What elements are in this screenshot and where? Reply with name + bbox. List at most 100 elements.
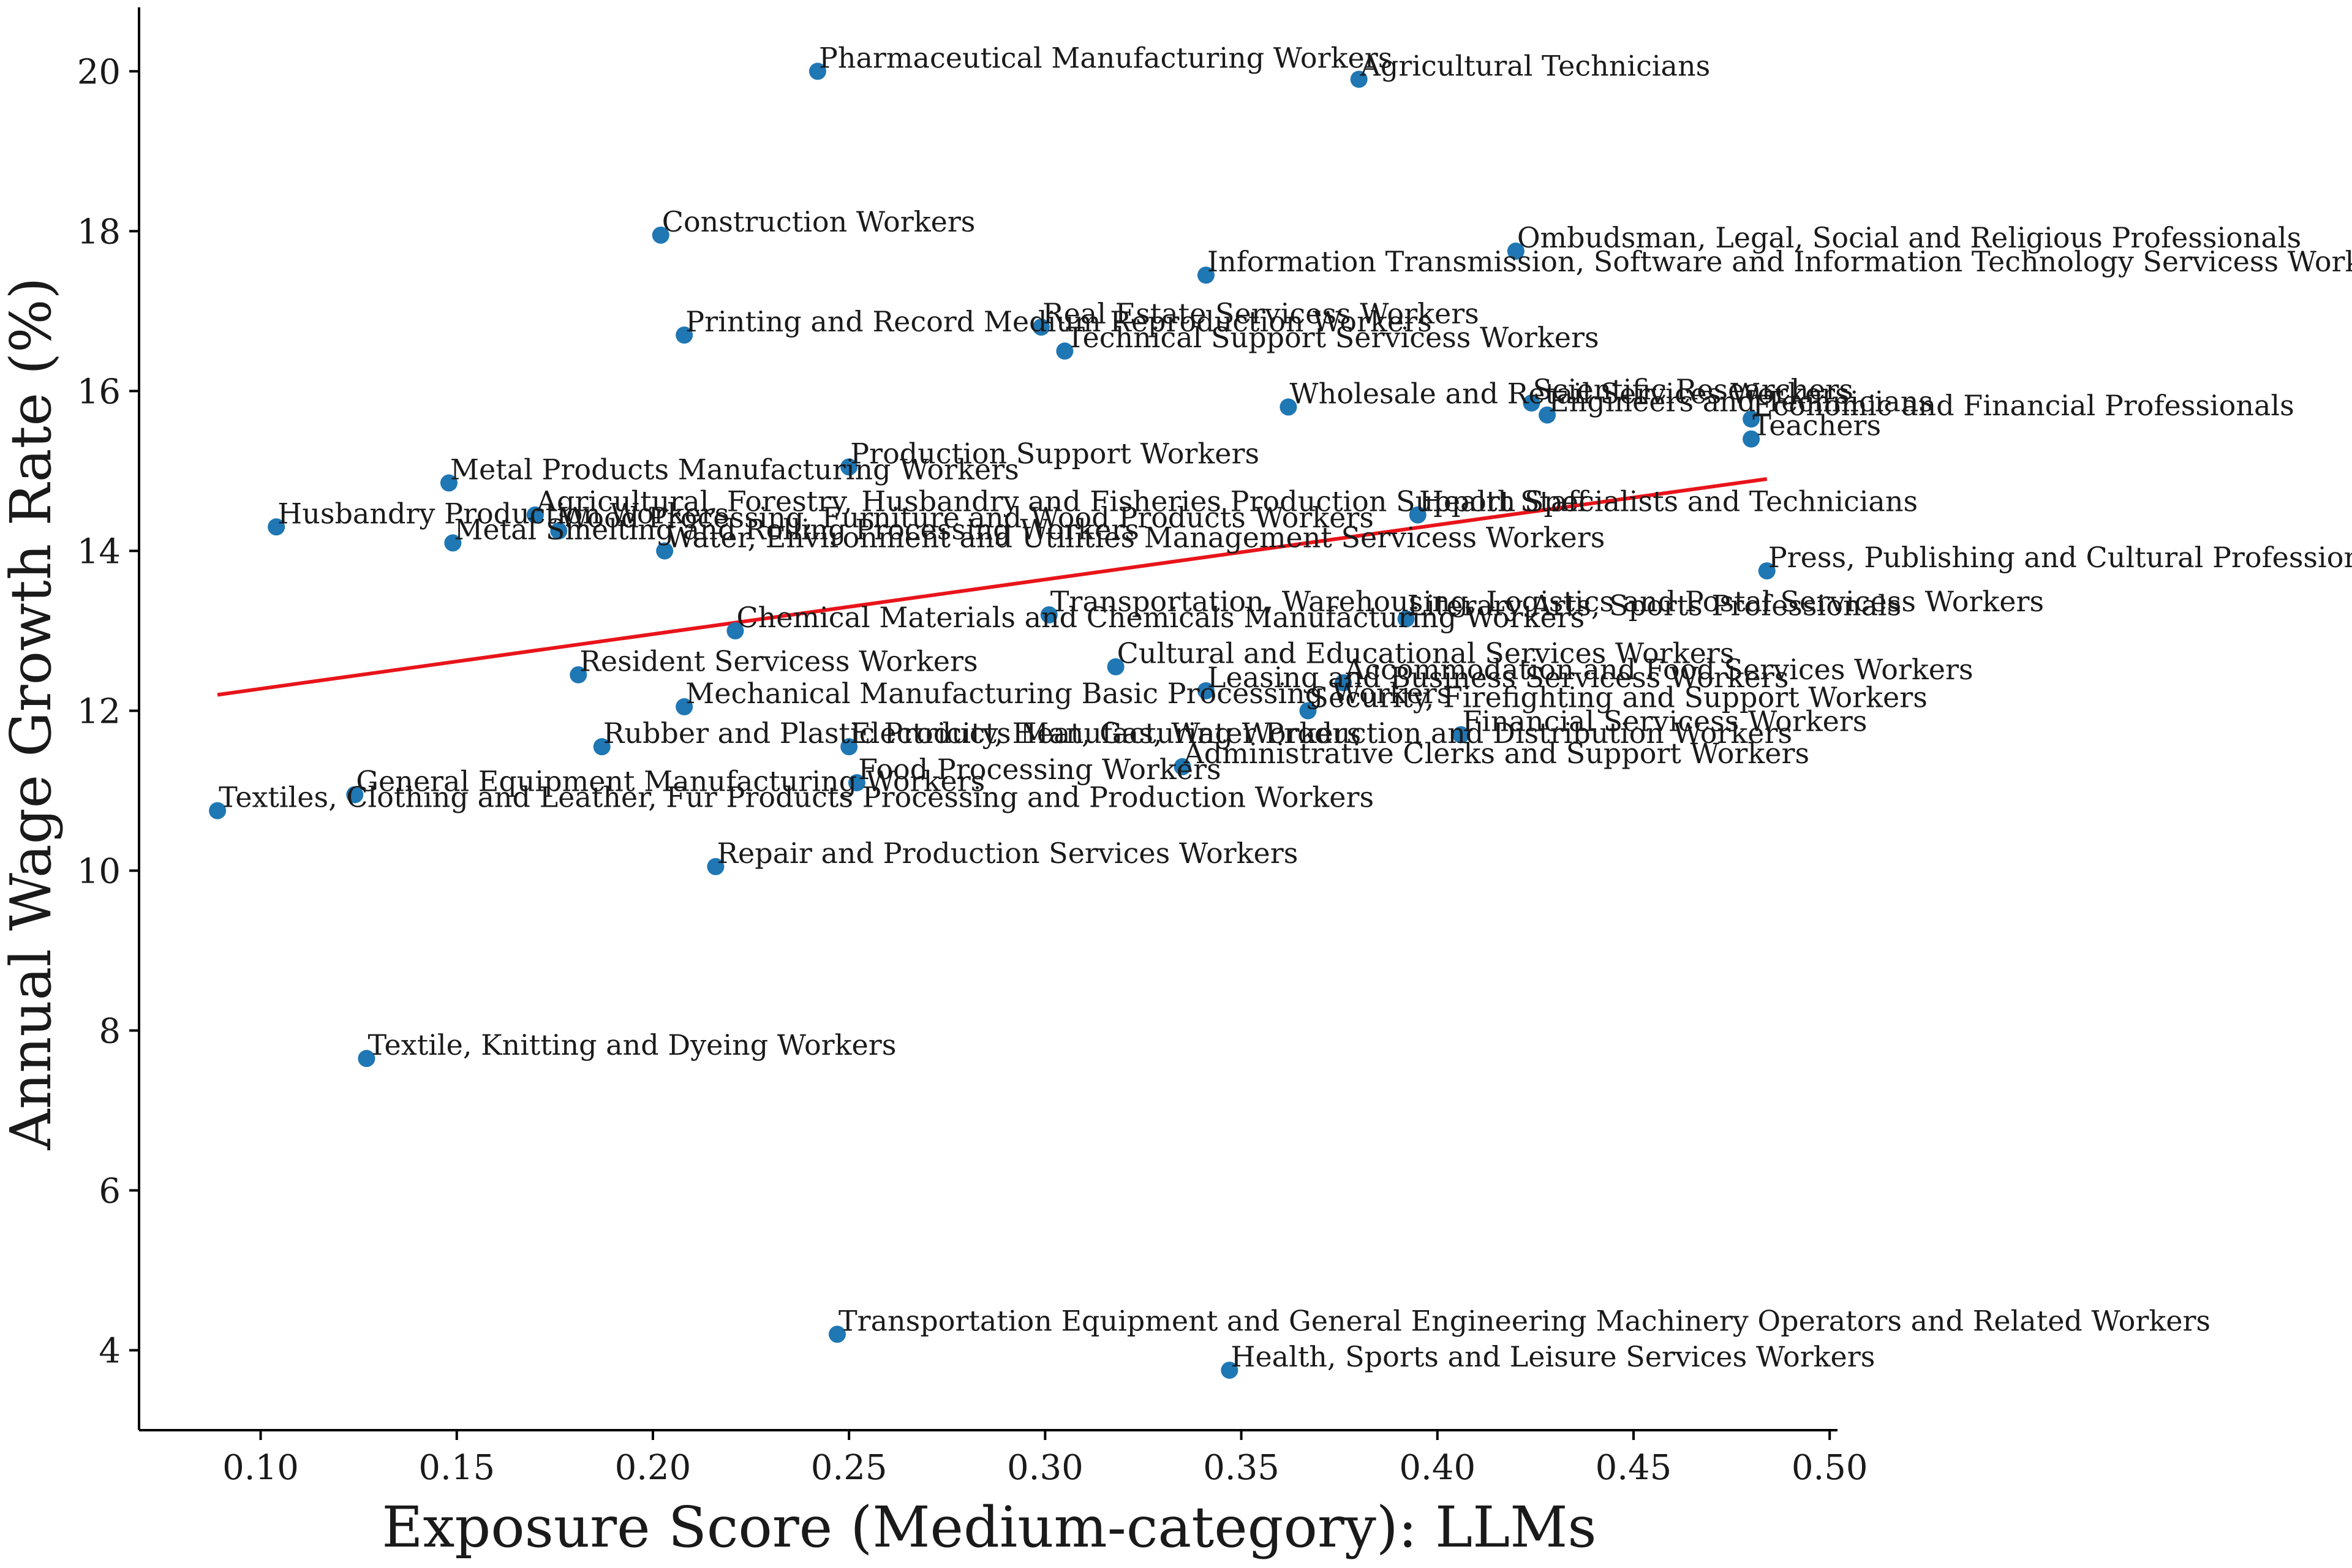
y-tick-label: 8	[99, 1011, 121, 1051]
data-point	[1523, 394, 1540, 412]
data-point	[726, 622, 744, 639]
data-point-label: Cultural and Educational Services Worker…	[1117, 637, 1735, 670]
data-point-label: Transportation Equipment and General Eng…	[839, 1304, 2211, 1337]
data-point-label: Scientific Researchers	[1532, 373, 1853, 406]
data-point-label: Security, Firefighting and Support Worke…	[1309, 680, 1927, 714]
data-point	[1040, 606, 1058, 624]
data-point	[676, 698, 693, 715]
y-tick-label: 4	[99, 1331, 121, 1371]
data-point-label: Chemical Materials and Chemicals Manufac…	[736, 601, 1585, 634]
point-labels-layer: Pharmaceutical Manufacturing WorkersAgri…	[219, 41, 2352, 1373]
data-point-label: Repair and Production Services Workers	[717, 837, 1298, 870]
data-point	[809, 62, 826, 80]
data-point-label: Health Specialists and Technicians	[1419, 485, 1918, 518]
data-point	[440, 474, 458, 492]
data-point-label: Financial Servicess Workers	[1462, 705, 1867, 738]
x-tick-label: 0.45	[1596, 1448, 1672, 1488]
data-point	[526, 506, 544, 524]
data-point	[1743, 430, 1760, 448]
data-point-label: Economic and Financial Professionals	[1752, 389, 2294, 422]
data-point	[1507, 243, 1525, 260]
data-point-label: Water, Environment and Utilities Managem…	[666, 521, 1605, 554]
data-point-label: Production Support Workers	[850, 437, 1259, 470]
y-tick-label: 16	[77, 372, 121, 412]
data-point-label: Ombudsman, Legal, Social and Religious P…	[1517, 221, 2301, 254]
trend-layer	[217, 477, 1768, 697]
data-point-label: Printing and Record Medium Reproduction …	[685, 305, 1432, 338]
data-point-label: Administrative Clerks and Support Worker…	[1183, 737, 1810, 770]
data-point	[1539, 406, 1556, 424]
data-point-label: Husbandry Production Workers	[277, 497, 729, 530]
data-point	[1335, 674, 1352, 692]
data-point-label: Textiles, Clothing and Leather, Fur Prod…	[219, 781, 1374, 814]
data-point	[1197, 266, 1215, 284]
data-point-label: Agricultural, Forestry, Husbandry and Fi…	[536, 485, 1590, 518]
data-point-label: Technical Support Servicess Workers	[1066, 321, 1599, 354]
y-tick-label: 12	[77, 692, 121, 731]
data-point-label: Accommodation and Food Services Workers	[1344, 653, 1973, 686]
data-point	[209, 802, 227, 820]
data-point	[1174, 758, 1191, 775]
data-point	[1452, 726, 1470, 744]
data-point-label: Real Estate Servicess Workers	[1042, 297, 1479, 330]
data-point	[840, 458, 858, 476]
data-point-label: Press, Publishing and Cultural Professio…	[1768, 541, 2352, 574]
x-tick-label: 0.50	[1792, 1448, 1868, 1488]
x-tick-label: 0.40	[1399, 1448, 1476, 1488]
data-point	[1743, 410, 1760, 428]
data-point-label: Metal Smelting and Rolling Processing Wo…	[454, 513, 1139, 546]
data-point	[1758, 562, 1776, 580]
x-tick-label: 0.20	[615, 1448, 692, 1488]
x-tick-label: 0.35	[1203, 1448, 1280, 1488]
data-point-label: Rubber and Plastic Products Manufacturin…	[603, 717, 1362, 750]
data-point	[1221, 1362, 1238, 1379]
data-point	[346, 786, 364, 804]
data-point-label: Leasing and Business Servicess Workers	[1207, 661, 1789, 694]
data-point	[444, 534, 462, 552]
y-tick-label: 14	[77, 532, 121, 571]
data-point	[828, 1325, 846, 1343]
trend-line	[217, 477, 1768, 697]
data-point	[1032, 318, 1050, 336]
data-point-label: Teachers	[1752, 409, 1881, 442]
data-point	[358, 1050, 375, 1068]
data-point	[1299, 702, 1317, 720]
data-point	[570, 666, 587, 684]
x-ticks: 0.10 0.15 0.20 0.25 0.30 0.35 0.40 0.45 0.50	[222, 1430, 1868, 1488]
data-point	[1056, 342, 1074, 360]
data-point	[268, 518, 285, 536]
y-tick-label: 18	[77, 212, 121, 252]
data-point	[840, 738, 858, 756]
y-tick-label: 10	[77, 851, 121, 891]
data-point-label: Metal Products Manufacturing Workers	[450, 453, 1019, 486]
data-point-label: Food Processing Workers	[858, 753, 1221, 786]
data-point	[550, 522, 568, 540]
data-point	[1107, 658, 1125, 676]
y-tick-label: 20	[77, 52, 121, 92]
x-tick-label: 0.30	[1007, 1448, 1084, 1488]
data-point	[1350, 70, 1368, 88]
data-point	[707, 858, 725, 875]
data-point-label: Mechanical Manufacturing Basic Processin…	[685, 677, 1451, 710]
x-tick-label: 0.15	[418, 1448, 495, 1488]
data-point	[652, 226, 669, 244]
y-tick-label: 6	[99, 1171, 121, 1211]
x-tick-label: 0.25	[811, 1448, 888, 1488]
points-layer	[209, 62, 1776, 1379]
y-axis-title: Annual Wage Growth Rate (%)	[0, 277, 64, 1151]
data-point-label: General Equipment Manufacturing Workers	[356, 764, 985, 797]
data-point	[656, 542, 674, 560]
data-point	[1409, 506, 1427, 524]
data-point-label: Transportation, Warehousing, Logistics a…	[1050, 585, 2044, 618]
data-point-label: Engineers and Technicians	[1548, 385, 1933, 418]
data-point-label: Literary Arts, Sports Professionals	[1408, 589, 1902, 622]
data-point	[1197, 682, 1215, 699]
data-point	[1280, 398, 1297, 416]
data-point-label: Wholesale and Retail Services Workers	[1289, 377, 1849, 410]
data-point-label: Information Transmission, Software and I…	[1207, 245, 2352, 278]
data-point-label: Resident Servicess Workers	[579, 645, 978, 678]
x-tick-label: 0.10	[222, 1448, 299, 1488]
data-point	[1397, 610, 1415, 628]
data-point-label: Textile, Knitting and Dyeing Workers	[368, 1028, 896, 1061]
